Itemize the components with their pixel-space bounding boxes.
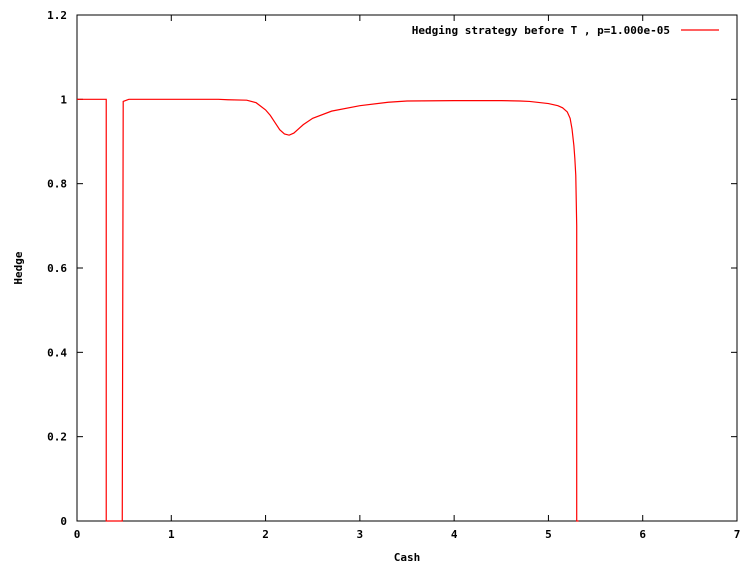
y-tick-label: 0.6 — [47, 262, 67, 275]
y-tick-label: 0.2 — [47, 431, 67, 444]
x-tick-label: 0 — [74, 528, 81, 541]
series-line — [77, 98, 579, 522]
y-tick-label: 0 — [60, 515, 67, 528]
y-tick-label: 0.8 — [47, 178, 67, 191]
legend-label: Hedging strategy before T , p=1.000e-05 — [412, 24, 670, 37]
plot-frame — [76, 14, 738, 522]
y-axis-title: Hedge — [12, 251, 25, 284]
x-tick-label: 4 — [451, 528, 458, 541]
x-tick-label: 3 — [357, 528, 364, 541]
x-tick-label: 6 — [639, 528, 646, 541]
x-tick-label: 2 — [262, 528, 269, 541]
x-tick-label: 7 — [734, 528, 740, 541]
y-tick-label: 0.4 — [47, 346, 67, 359]
x-axis-title: Cash — [394, 551, 421, 564]
x-tick-label: 5 — [545, 528, 552, 541]
y-tick-label: 1 — [60, 93, 67, 106]
legend: Hedging strategy before T , p=1.000e-05 — [412, 24, 719, 37]
y-tick-label: 1.2 — [47, 9, 67, 22]
x-tick-label: 1 — [168, 528, 175, 541]
ticks-layer: 0 1 2 3 4 5 6 7 0 0.2 0.4 0.6 0.8 1 1.2 — [47, 9, 740, 541]
